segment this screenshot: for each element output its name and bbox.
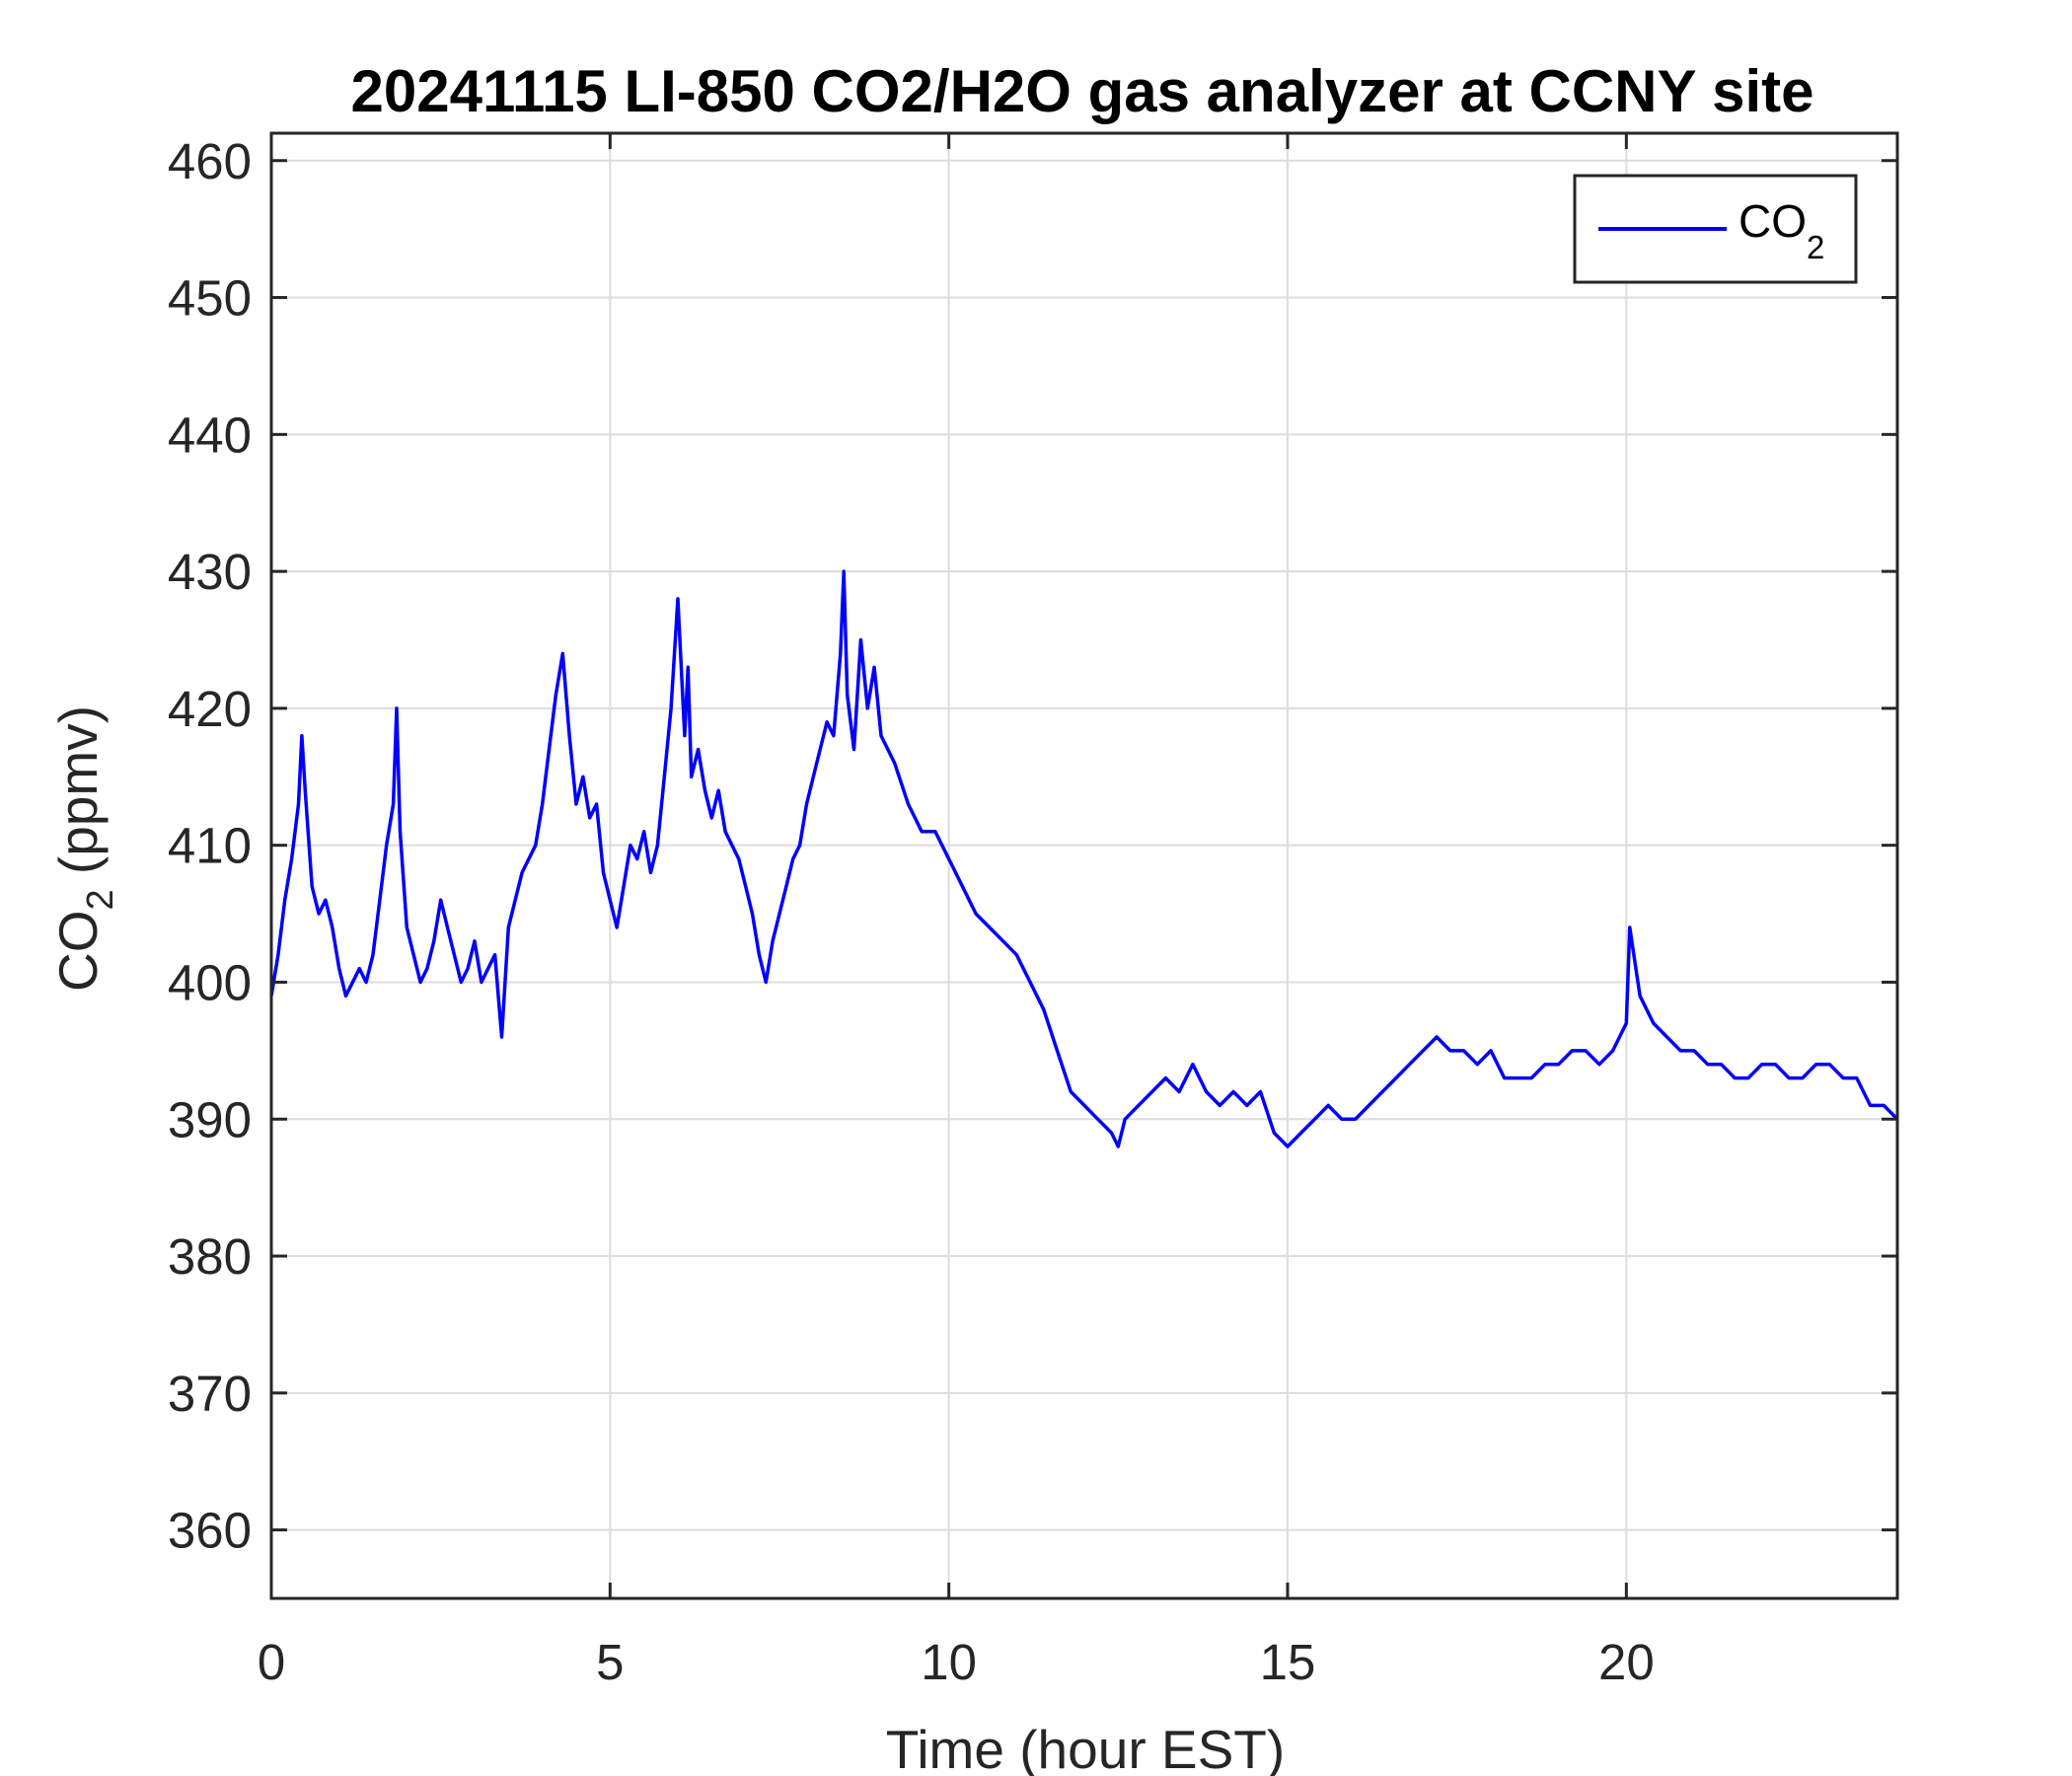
- y-tick-label-2: 380: [168, 1228, 252, 1285]
- x-tick-label-1: 5: [596, 1634, 624, 1690]
- y-tick-label-3: 390: [168, 1091, 252, 1147]
- x-axis-label: Time (hour EST): [886, 1719, 1285, 1776]
- y-tick-label-7: 430: [168, 544, 252, 600]
- y-tick-label-5: 410: [168, 818, 252, 874]
- y-tick-label-9: 450: [168, 270, 252, 327]
- plot-area: [271, 133, 1897, 1598]
- y-tick-label-10: 460: [168, 133, 252, 189]
- plot-frame: [269, 131, 1899, 1600]
- x-tick-label-0: 0: [258, 1634, 285, 1690]
- y-tick-label-8: 440: [168, 407, 252, 463]
- x-tick-label-4: 20: [1598, 1634, 1655, 1690]
- legend: CO2: [1573, 174, 1858, 284]
- legend-entry-co2: CO2: [1739, 195, 1824, 265]
- grid-lines: [271, 133, 1897, 1598]
- series-line-co2: [269, 569, 1899, 1148]
- x-tick-label-2: 10: [921, 1634, 977, 1690]
- y-tick-label-1: 370: [168, 1366, 252, 1422]
- y-tick-label-4: 400: [168, 954, 252, 1010]
- y-axis-label: CO2 (ppmv): [47, 705, 121, 992]
- axis-ticks: 0 5 10 15 20 360 370 380 390 400 410 420 430 440 450 46…: [168, 133, 1897, 1690]
- series-layer: [269, 569, 1899, 1148]
- chart-title: 20241115 LI-850 CO2/H2O gas analyzer at …: [350, 58, 1813, 124]
- x-tick-label-3: 15: [1260, 1634, 1316, 1690]
- y-tick-label-0: 360: [168, 1503, 252, 1559]
- y-tick-label-6: 420: [168, 681, 252, 737]
